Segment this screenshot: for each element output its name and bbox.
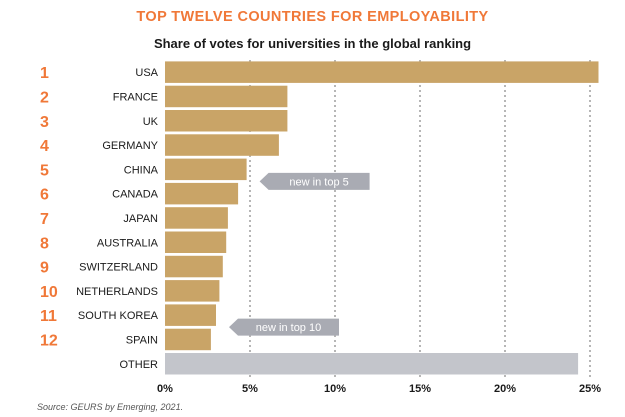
category-label: USA — [135, 67, 158, 79]
bar — [165, 231, 227, 253]
category-label: NETHERLANDS — [76, 286, 158, 298]
rank-label: 4 — [40, 138, 49, 155]
bar — [165, 61, 599, 83]
category-label: UK — [143, 116, 159, 128]
bar — [165, 85, 288, 108]
bar — [165, 304, 216, 326]
category-label: JAPAN — [123, 213, 158, 225]
bar — [165, 110, 288, 132]
x-tick-label: 5% — [242, 383, 258, 395]
annotation-callout — [229, 318, 339, 336]
annotation-label: new in top 5 — [289, 176, 348, 188]
rank-label: 8 — [40, 235, 49, 252]
bar — [165, 158, 247, 181]
x-tick-label: 10% — [324, 383, 346, 395]
rank-label: 3 — [40, 114, 49, 131]
category-label: GERMANY — [102, 140, 158, 152]
rank-label: 1 — [40, 65, 49, 82]
annotation-label: new in top 10 — [256, 322, 321, 334]
bar — [165, 134, 279, 156]
rank-label: 10 — [40, 284, 58, 301]
category-label: OTHER — [120, 359, 159, 371]
x-tick-label: 25% — [579, 383, 601, 395]
annotation-callout — [259, 172, 370, 190]
bar — [165, 255, 223, 278]
category-label: FRANCE — [113, 91, 158, 103]
category-label: CANADA — [112, 189, 159, 201]
rank-label: 5 — [40, 162, 49, 179]
rank-label: 9 — [40, 260, 49, 277]
bar — [165, 353, 579, 375]
bar — [165, 182, 239, 205]
x-tick-label: 15% — [409, 383, 431, 395]
rank-label: 11 — [40, 308, 57, 325]
chart-title: TOP TWELVE COUNTRIES FOR EMPLOYABILITY — [136, 9, 489, 25]
category-label: SWITZERLAND — [79, 262, 158, 274]
rank-label: 12 — [40, 332, 58, 349]
bar — [165, 328, 211, 351]
rank-label: 2 — [40, 89, 49, 106]
bar — [165, 207, 228, 229]
x-tick-label: 0% — [157, 383, 173, 395]
category-label: SOUTH KOREA — [78, 310, 159, 322]
x-tick-label: 20% — [494, 383, 516, 395]
source-note: Source: GEURS by Emerging, 2021. — [37, 402, 184, 412]
rank-label: 6 — [40, 187, 49, 204]
category-label: CHINA — [124, 164, 159, 176]
rank-label: 7 — [40, 211, 49, 228]
category-label: SPAIN — [126, 334, 158, 346]
category-label: AUSTRALIA — [97, 237, 159, 249]
bar — [165, 280, 220, 302]
chart-subtitle: Share of votes for universities in the g… — [153, 36, 472, 51]
